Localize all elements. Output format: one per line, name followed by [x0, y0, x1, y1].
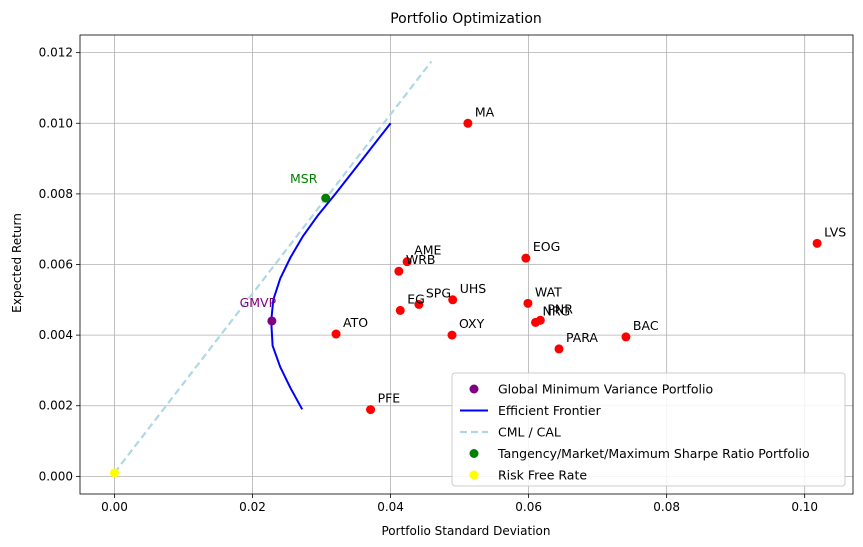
asset-label: MA — [475, 104, 495, 119]
x-tick-label: 0.04 — [377, 500, 404, 514]
asset-point — [531, 317, 541, 327]
asset-point — [366, 405, 376, 415]
asset-label: ATO — [343, 315, 368, 330]
asset-label: SPG — [426, 285, 451, 300]
y-tick-label: 0.004 — [39, 328, 73, 342]
legend-label: Global Minimum Variance Portfolio — [498, 382, 713, 397]
asset-point — [331, 329, 341, 339]
y-tick-label: 0.000 — [39, 469, 73, 483]
cml-line — [113, 60, 433, 474]
asset-point — [521, 253, 531, 263]
asset-point — [447, 330, 457, 340]
gmvp-point — [267, 316, 277, 326]
efficient-frontier-line — [270, 122, 392, 410]
x-tick-label: 0.06 — [515, 500, 542, 514]
x-tick-label: 0.00 — [101, 500, 128, 514]
y-tick-label: 0.006 — [39, 258, 73, 272]
asset-label: AME — [414, 243, 441, 258]
asset-label: LVS — [824, 224, 846, 239]
legend-label: Tangency/Market/Maximum Sharpe Ratio Por… — [497, 446, 810, 461]
asset-point — [395, 305, 405, 315]
x-axis-label: Portfolio Standard Deviation — [382, 524, 551, 538]
asset-point — [621, 332, 631, 342]
x-tick-label: 0.02 — [239, 500, 266, 514]
y-axis-label: Expected Return — [10, 213, 24, 313]
asset-point — [523, 298, 533, 308]
asset-label: WRB — [406, 252, 436, 267]
x-tick-label: 0.08 — [653, 500, 680, 514]
legend-label: Efficient Frontier — [498, 403, 602, 418]
y-tick-label: 0.008 — [39, 187, 73, 201]
legend-gmvp-swatch — [469, 384, 479, 394]
asset-label: PFE — [378, 391, 401, 406]
legend-box — [451, 372, 846, 487]
asset-point — [448, 295, 458, 305]
legend-label: CML / CAL — [498, 425, 561, 440]
asset-label: PARA — [566, 330, 598, 345]
risk-free-point — [110, 468, 120, 478]
y-tick-label: 0.002 — [39, 399, 73, 413]
asset-point — [463, 118, 473, 128]
asset-point — [402, 257, 412, 267]
msr-label: MSR — [290, 171, 318, 186]
legend-label: Risk Free Rate — [498, 468, 587, 483]
asset-label: BAC — [633, 318, 659, 333]
x-tick-label: 0.10 — [791, 500, 818, 514]
legend-risk_free-swatch — [469, 470, 479, 480]
plot-frame — [79, 34, 854, 495]
gmvp-label: GMVP — [240, 295, 277, 310]
asset-label: UHS — [460, 281, 487, 296]
legend-msr-swatch — [469, 449, 479, 458]
asset-point — [812, 238, 822, 248]
asset-point — [394, 266, 404, 276]
asset-label: OXY — [459, 316, 485, 331]
asset-label: EOG — [533, 239, 560, 254]
asset-label: PNR — [547, 301, 573, 316]
asset-point — [414, 299, 424, 309]
msr-point — [321, 193, 331, 203]
y-tick-label: 0.010 — [39, 116, 73, 130]
asset-label: EG — [407, 291, 425, 306]
asset-label: WAT — [535, 284, 562, 299]
chart-title: Portfolio Optimization — [390, 11, 542, 27]
y-tick-label: 0.012 — [39, 46, 73, 60]
asset-point — [554, 344, 564, 354]
asset-label: NRG — [543, 303, 571, 318]
